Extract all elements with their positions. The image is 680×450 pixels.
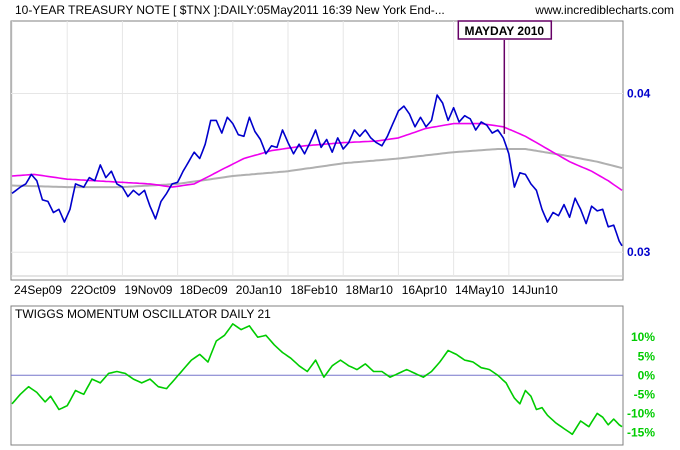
price-panel-frame bbox=[10, 20, 624, 281]
long-moving-average-line bbox=[11, 148, 623, 189]
oscillator-y-tick-label: -5% bbox=[634, 387, 656, 401]
price-x-tick-label: 14Jun10 bbox=[512, 283, 558, 297]
oscillator-y-tick-label: -15% bbox=[627, 425, 655, 439]
oscillator-title: TWIGGS MOMENTUM OSCILLATOR DAILY 21 bbox=[15, 307, 271, 321]
price-x-tick-label: 22Oct09 bbox=[71, 283, 117, 297]
oscillator-series-group bbox=[11, 323, 623, 436]
price-x-tick-label: 18Dec09 bbox=[180, 283, 228, 297]
price-x-tick-label: 14May10 bbox=[455, 283, 505, 297]
short-moving-average-line bbox=[11, 122, 623, 191]
price-x-axis: 24Sep09 22Oct09 19Nov09 18Dec09 20Jan10 18Feb… bbox=[14, 283, 558, 297]
mayday-annotation-label: MAYDAY 2010 bbox=[464, 24, 544, 38]
price-line bbox=[11, 94, 623, 247]
oscillator-line bbox=[11, 323, 623, 436]
oscillator-y-tick-label: 10% bbox=[631, 330, 655, 344]
price-x-tick-label: 18Feb10 bbox=[290, 283, 338, 297]
price-x-tick-label: 20Jan10 bbox=[236, 283, 282, 297]
oscillator-y-tick-label: 0% bbox=[638, 368, 656, 382]
oscillator-y-axis: 10% 5% 0% -5% -10% -15% bbox=[627, 330, 655, 439]
price-x-tick-label: 19Nov09 bbox=[124, 283, 172, 297]
price-y-axis: 0.04 0.03 bbox=[627, 86, 651, 259]
price-y-tick-label: 0.03 bbox=[627, 245, 651, 259]
price-x-tick-label: 24Sep09 bbox=[14, 283, 62, 297]
site-name: www.incrediblecharts.com bbox=[534, 3, 674, 17]
oscillator-y-tick-label: -10% bbox=[627, 406, 655, 420]
price-x-tick-label: 16Apr10 bbox=[402, 283, 448, 297]
mayday-annotation-box bbox=[457, 20, 553, 40]
price-x-tick-label: 18Mar10 bbox=[346, 283, 394, 297]
chart-title: 10-YEAR TREASURY NOTE [ $TNX ]:DAILY:05M… bbox=[15, 3, 445, 17]
oscillator-y-tick-label: 5% bbox=[638, 349, 656, 363]
price-y-tick-label: 0.04 bbox=[627, 86, 651, 100]
price-series-group bbox=[11, 94, 623, 247]
